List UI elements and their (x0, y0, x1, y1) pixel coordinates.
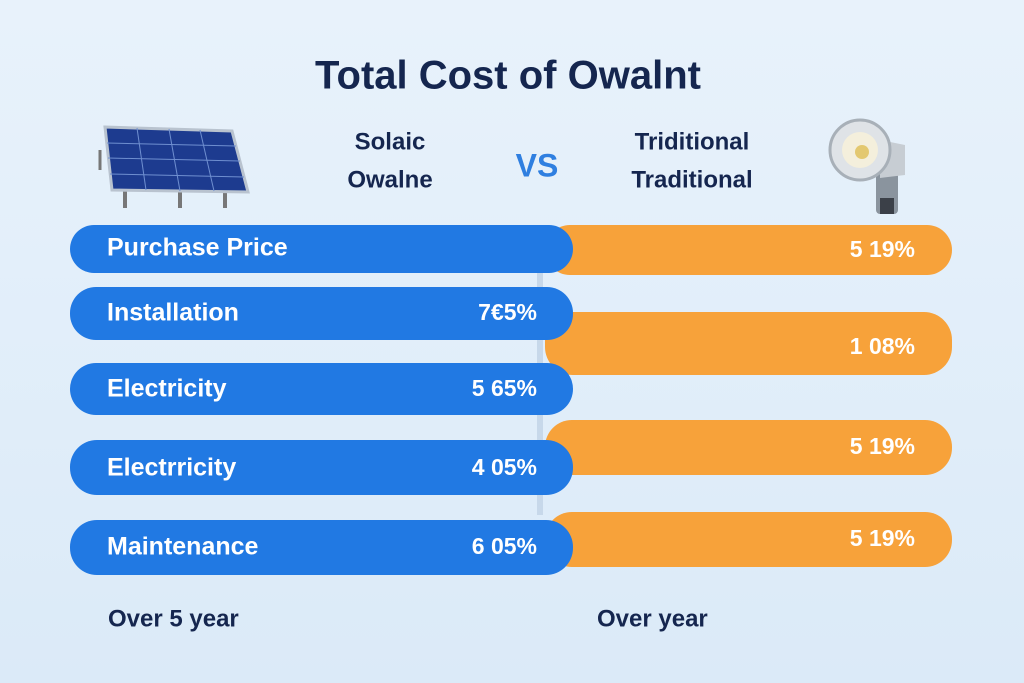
cost-value: 1 08% (850, 333, 915, 359)
cost-label: Purchase Price (107, 234, 288, 262)
cost-bar (70, 225, 573, 273)
right-label: Traditional (631, 166, 752, 193)
left-label: Owalne (347, 166, 432, 193)
vs-label: VS (516, 147, 559, 183)
title: Total Cost of Owalnt (315, 54, 701, 98)
cost-label: Electricity (107, 375, 227, 403)
cost-value: 5 19% (850, 236, 915, 262)
cost-value: 4 05% (472, 454, 537, 480)
cost-bar (70, 363, 573, 415)
cost-value: 5 19% (850, 433, 915, 459)
right-bars: 5 19% 1 08% 5 19% 5 19% (545, 225, 952, 567)
cost-bar (70, 520, 573, 575)
cost-label: Installation (107, 299, 239, 327)
cost-bar (70, 440, 573, 495)
cost-bar (545, 225, 952, 275)
lamp-icon (828, 118, 905, 214)
cost-bar (545, 420, 952, 475)
cost-value: 6 05% (472, 533, 537, 559)
cost-bar (545, 312, 952, 375)
cost-bar (70, 287, 573, 340)
right-label: Triditional (635, 128, 750, 155)
left-label: Solaic (355, 128, 426, 155)
footer-label: Over year (597, 605, 708, 632)
cost-label: Electrricity (107, 454, 236, 482)
cost-bar (545, 512, 952, 567)
cost-value: 5 65% (472, 375, 537, 401)
cost-label: Maintenance (107, 533, 259, 561)
left-bars: Purchase Price Installation Electricity … (70, 225, 573, 575)
footer-label: Over 5 year (108, 605, 239, 632)
cost-value: 5 19% (850, 525, 915, 551)
cost-value: 7€5% (478, 299, 537, 325)
solar-panel-icon (98, 125, 250, 208)
